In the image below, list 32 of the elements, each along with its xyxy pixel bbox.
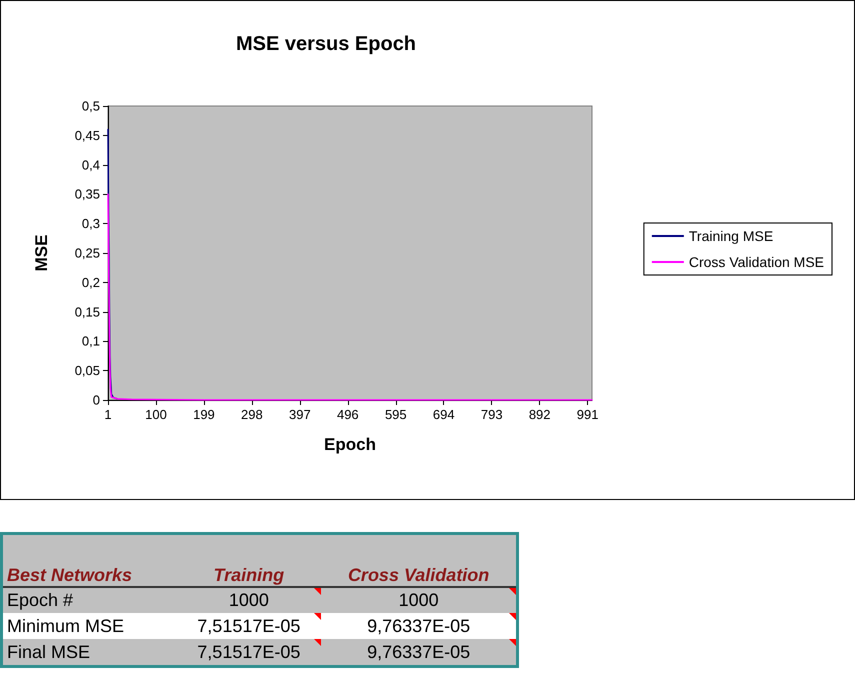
- y-tick-label: 0,3: [82, 216, 100, 232]
- x-tick-label: 496: [336, 407, 359, 422]
- category-label: Cross Validation: [346, 564, 490, 587]
- y-tick-label: 0,05: [74, 363, 100, 378]
- text: Best Networks: [6, 564, 134, 587]
- y-tick-label: 0,5: [82, 98, 100, 114]
- table-row: Epoch # 1000 1000: [3, 587, 516, 613]
- x-tick-label: 100: [145, 407, 167, 422]
- x-tick-label: 397: [289, 407, 311, 422]
- y-tick-label: 0,1: [82, 334, 100, 349]
- legend-label: Training MSE: [688, 228, 774, 244]
- x-tick-label: 1: [104, 407, 112, 422]
- y-tick-label: 0,35: [74, 186, 100, 202]
- table-row: Minimum MSE 7,51517E-05 9,76337E-05: [3, 613, 516, 639]
- y-tick-label: 0,15: [74, 304, 100, 320]
- x-tick-label: 991: [576, 407, 598, 422]
- x-tick-label: 199: [193, 407, 215, 422]
- chart-title: MSE versus Epoch: [236, 33, 416, 55]
- y-axis-title: MSE: [32, 234, 51, 272]
- y-tick-label: 0: [92, 392, 100, 408]
- x-tick-label: 793: [480, 407, 503, 422]
- y-tick-label: 0,45: [74, 128, 100, 143]
- y-tick-label: 0,4: [82, 157, 100, 172]
- y-tick-label: 0,2: [82, 274, 100, 290]
- x-tick-label: 595: [384, 407, 407, 422]
- x-tick-label: 298: [241, 407, 263, 422]
- x-tick-label: 892: [528, 407, 551, 422]
- category-label: Training: [212, 564, 286, 587]
- x-tick-label: 694: [432, 407, 455, 422]
- x-axis-title: Epoch: [324, 435, 376, 454]
- y-tick-label: 0,25: [74, 246, 100, 260]
- legend-label: Cross Validation MSE: [688, 254, 824, 270]
